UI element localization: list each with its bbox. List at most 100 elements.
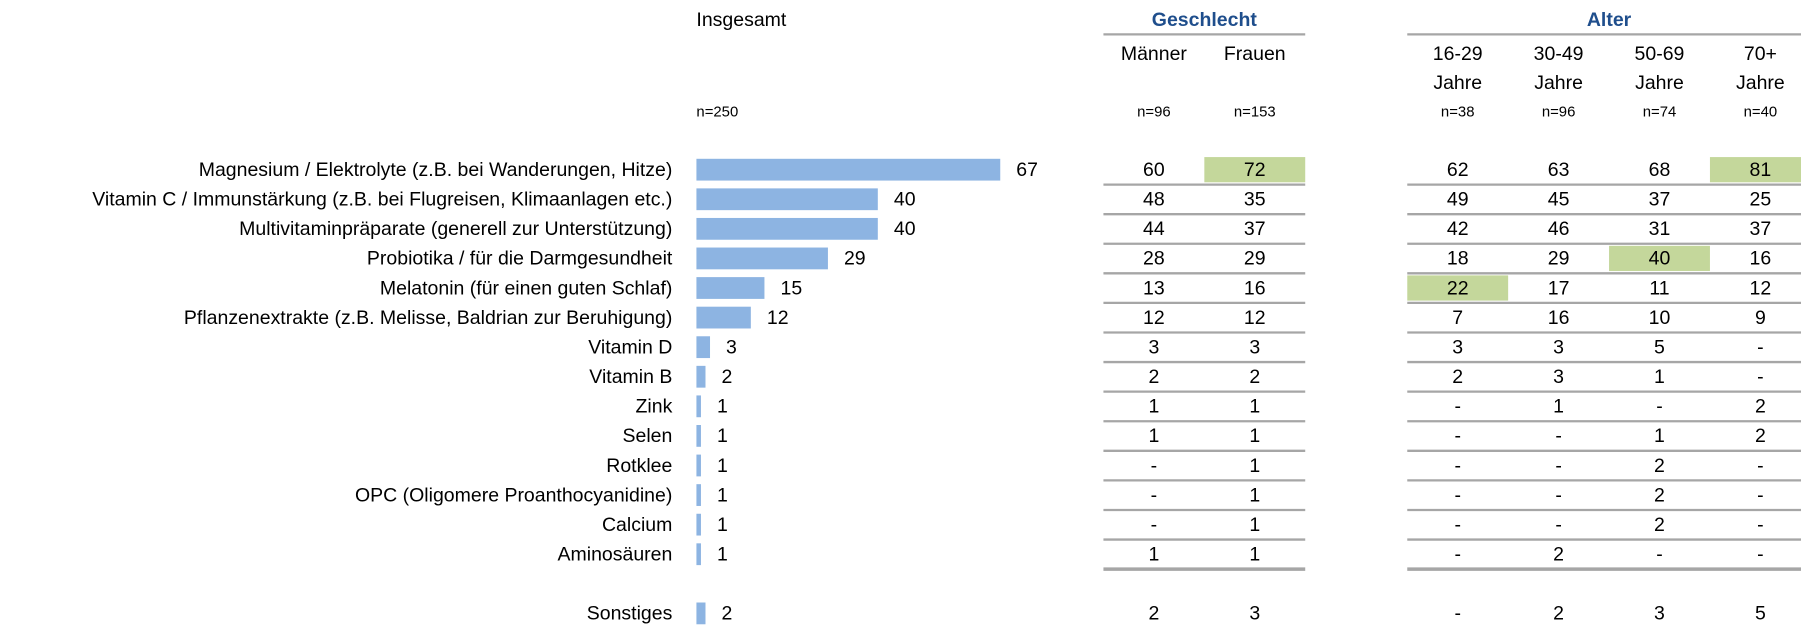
table-cell: 2 xyxy=(1654,455,1665,477)
table-cell: 10 xyxy=(1649,307,1671,329)
column-label: Frauen xyxy=(1224,43,1286,65)
column-label: Männer xyxy=(1121,43,1188,65)
table-cell: - xyxy=(1757,336,1764,358)
table-cell: 3 xyxy=(1148,336,1159,358)
table-cell: - xyxy=(1757,366,1764,388)
table-cell: 3 xyxy=(1553,336,1564,358)
table-cell: 68 xyxy=(1649,159,1671,181)
table-cell: 5 xyxy=(1755,603,1766,625)
bar xyxy=(696,365,706,388)
table-cell: 3 xyxy=(1249,603,1260,625)
bar xyxy=(696,395,701,418)
highlight-cell xyxy=(1407,275,1509,301)
value-label: 29 xyxy=(844,248,866,270)
column-label: Jahre xyxy=(1534,72,1583,94)
table-cell: 1 xyxy=(1148,425,1159,447)
table-cell: 48 xyxy=(1143,189,1165,211)
category-label: Sonstiges xyxy=(587,603,673,625)
table-cell: 29 xyxy=(1244,248,1266,270)
table-cell: 35 xyxy=(1244,189,1266,211)
table-cell: 28 xyxy=(1143,248,1165,270)
table-cell: 2 xyxy=(1148,603,1159,625)
table-cell: 1 xyxy=(1553,396,1564,418)
column-label: 70+ xyxy=(1744,43,1777,65)
table-cell: 2 xyxy=(1755,425,1766,447)
value-label: 2 xyxy=(722,366,733,388)
table-cell: 1 xyxy=(1249,425,1260,447)
category-label: Probiotika / für die Darmgesundheit xyxy=(367,248,673,270)
table-cell: - xyxy=(1555,455,1562,477)
value-label: 1 xyxy=(717,425,728,447)
table-cell: 12 xyxy=(1750,277,1772,299)
value-label: 1 xyxy=(717,544,728,566)
table-cell: 16 xyxy=(1750,248,1772,270)
bar xyxy=(696,484,701,506)
table-cell: 63 xyxy=(1548,159,1570,181)
bar xyxy=(696,158,1001,181)
table-cell: 16 xyxy=(1548,307,1570,329)
table-cell: 3 xyxy=(1553,366,1564,388)
chart-title: Insgesamt xyxy=(696,9,786,31)
table-cell: 2 xyxy=(1553,603,1564,625)
table-cell: 45 xyxy=(1548,189,1570,211)
table-cell: - xyxy=(1454,544,1461,566)
table-cell: - xyxy=(1151,455,1158,477)
table-cell: 1 xyxy=(1148,396,1159,418)
column-n: n=96 xyxy=(1137,104,1171,120)
column-label: Jahre xyxy=(1736,72,1785,94)
bar xyxy=(696,217,878,240)
chart-subtitle: n=250 xyxy=(696,104,738,120)
value-label: 12 xyxy=(767,307,789,329)
table-cell: 1 xyxy=(1249,455,1260,477)
column-label: Jahre xyxy=(1635,72,1684,94)
table-cell: 2 xyxy=(1755,396,1766,418)
category-label: Multivitaminpräparate (generell zur Unte… xyxy=(239,218,672,240)
bar xyxy=(696,188,878,211)
table-cell: 42 xyxy=(1447,218,1469,240)
table-cell: 5 xyxy=(1654,336,1665,358)
value-label: 3 xyxy=(726,336,737,358)
bar xyxy=(696,425,701,447)
category-label: Calcium xyxy=(602,514,672,536)
table-cell: 2 xyxy=(1654,514,1665,536)
column-label: Jahre xyxy=(1433,72,1482,94)
category-label: Aminosäuren xyxy=(558,544,673,566)
table-cell: 49 xyxy=(1447,189,1469,211)
table-cell: 2 xyxy=(1654,484,1665,506)
bar xyxy=(696,306,751,329)
highlight-cell xyxy=(1204,157,1306,183)
table-cell: - xyxy=(1555,484,1562,506)
table-cell: - xyxy=(1757,484,1764,506)
category-label: OPC (Oligomere Proanthocyanidine) xyxy=(355,484,672,506)
table-cell: 2 xyxy=(1553,544,1564,566)
column-n: n=96 xyxy=(1542,104,1576,120)
category-label: Vitamin B xyxy=(589,366,672,388)
table-cell: 2 xyxy=(1452,366,1463,388)
table-cell: 3 xyxy=(1249,336,1260,358)
table-cell: 9 xyxy=(1755,307,1766,329)
column-label: 30-49 xyxy=(1534,43,1584,65)
table-cell: 3 xyxy=(1452,336,1463,358)
table-cell: 3 xyxy=(1654,603,1665,625)
value-label: 2 xyxy=(722,603,733,625)
table-cell: 1 xyxy=(1249,484,1260,506)
category-label: Zink xyxy=(636,396,673,418)
table-cell: 1 xyxy=(1249,396,1260,418)
table-cell: - xyxy=(1454,514,1461,536)
table-cell: - xyxy=(1151,514,1158,536)
table-cell: - xyxy=(1656,396,1662,418)
category-label: Melatonin (für einen guten Schlaf) xyxy=(380,277,672,299)
group-title: Geschlecht xyxy=(1152,9,1258,31)
table-cell: 2 xyxy=(1249,366,1260,388)
value-label: 40 xyxy=(894,218,916,240)
table-cell: - xyxy=(1757,544,1764,566)
highlight-cell xyxy=(1709,157,1801,183)
table-cell: 11 xyxy=(1649,277,1669,299)
value-label: 1 xyxy=(717,484,728,506)
table-cell: 44 xyxy=(1143,218,1165,240)
table-cell: 25 xyxy=(1750,189,1772,211)
table-cell: 31 xyxy=(1649,218,1671,240)
bar xyxy=(696,513,701,536)
table-cell: - xyxy=(1555,514,1562,536)
table-cell: 17 xyxy=(1548,277,1570,299)
